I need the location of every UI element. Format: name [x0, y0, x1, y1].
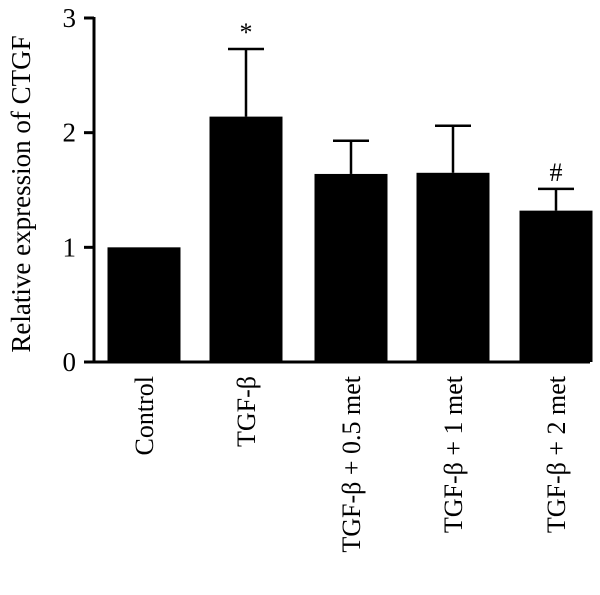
- bar: [209, 116, 283, 362]
- bars: [107, 116, 593, 362]
- error-bars: [228, 47, 574, 211]
- y-tick-label: 1: [63, 232, 77, 262]
- significance-marker: *: [240, 18, 253, 47]
- x-category-label: Control: [130, 376, 159, 455]
- bar: [416, 172, 490, 362]
- labels: 0 1 2 3 Relative expression of CTGF Control * T…: [6, 3, 571, 553]
- bar: [107, 247, 181, 362]
- y-tick-label: 0: [63, 347, 77, 377]
- x-category-label: TGF-β + 2 met: [542, 375, 571, 533]
- bar: [314, 173, 388, 362]
- y-tick-label: 3: [63, 3, 77, 33]
- significance-marker: #: [550, 158, 563, 187]
- x-category-label: TGF-β: [232, 376, 261, 447]
- x-category-label: TGF-β + 0.5 met: [337, 375, 366, 552]
- y-tick-label: 2: [63, 118, 77, 148]
- x-category-label: TGF-β + 1 met: [439, 375, 468, 533]
- bar: [519, 210, 593, 362]
- y-axis-title: Relative expression of CTGF: [6, 35, 36, 352]
